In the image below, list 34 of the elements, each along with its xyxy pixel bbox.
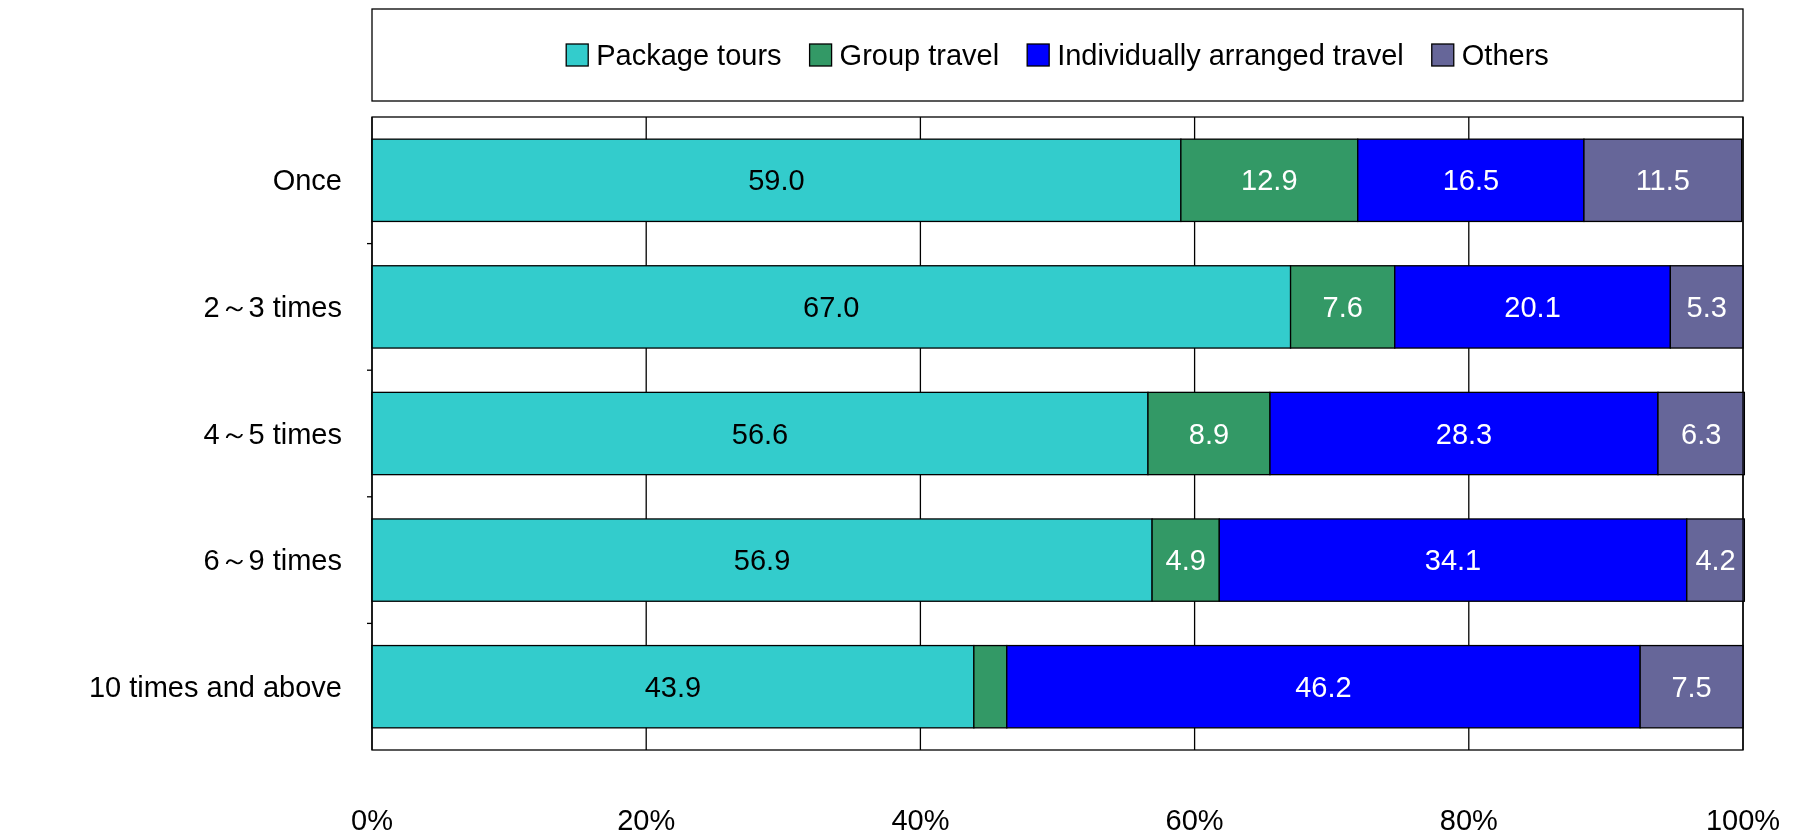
legend-label: Individually arranged travel xyxy=(1057,39,1404,71)
y-tick-label: Once xyxy=(272,164,342,197)
data-label: 20.1 xyxy=(1504,290,1561,323)
legend-label: Package tours xyxy=(596,39,782,71)
data-label: 8.9 xyxy=(1188,417,1230,450)
x-tick-label: 80% xyxy=(1439,804,1498,832)
data-label: 7.5 xyxy=(1671,670,1712,703)
data-label: 4.9 xyxy=(1165,544,1206,577)
data-label: 16.5 xyxy=(1442,164,1500,197)
x-tick-label: 40% xyxy=(891,804,950,832)
data-label: 59.0 xyxy=(748,164,805,197)
data-label: 34.1 xyxy=(1424,544,1482,577)
x-tick-label: 100% xyxy=(1705,804,1781,832)
data-label: 5.3 xyxy=(1686,290,1727,323)
y-tick-label: 6～9 times xyxy=(203,544,342,577)
data-label: 4.2 xyxy=(1695,544,1736,577)
x-tick-label: 0% xyxy=(351,804,393,832)
data-label: 11.5 xyxy=(1635,164,1690,197)
data-label: 43.9 xyxy=(644,670,702,703)
data-label: 56.6 xyxy=(731,417,789,450)
y-tick-label: 10 times and above xyxy=(88,670,342,703)
x-tick-label: 20% xyxy=(617,804,676,832)
data-label: 46.2 xyxy=(1295,670,1352,703)
legend-label: Others xyxy=(1461,39,1549,71)
legend-label: Group travel xyxy=(839,39,1000,71)
data-label: 6.3 xyxy=(1681,417,1722,450)
y-tick-label: 4～5 times xyxy=(203,417,342,450)
y-tick-label: 2～3 times xyxy=(203,290,342,323)
data-label: 12.9 xyxy=(1241,164,1298,197)
data-label: 67.0 xyxy=(803,290,860,323)
data-label: 56.9 xyxy=(733,544,791,577)
x-tick-label: 60% xyxy=(1165,804,1224,832)
data-label: 7.6 xyxy=(1322,290,1363,323)
data-label: 28.3 xyxy=(1435,417,1493,450)
